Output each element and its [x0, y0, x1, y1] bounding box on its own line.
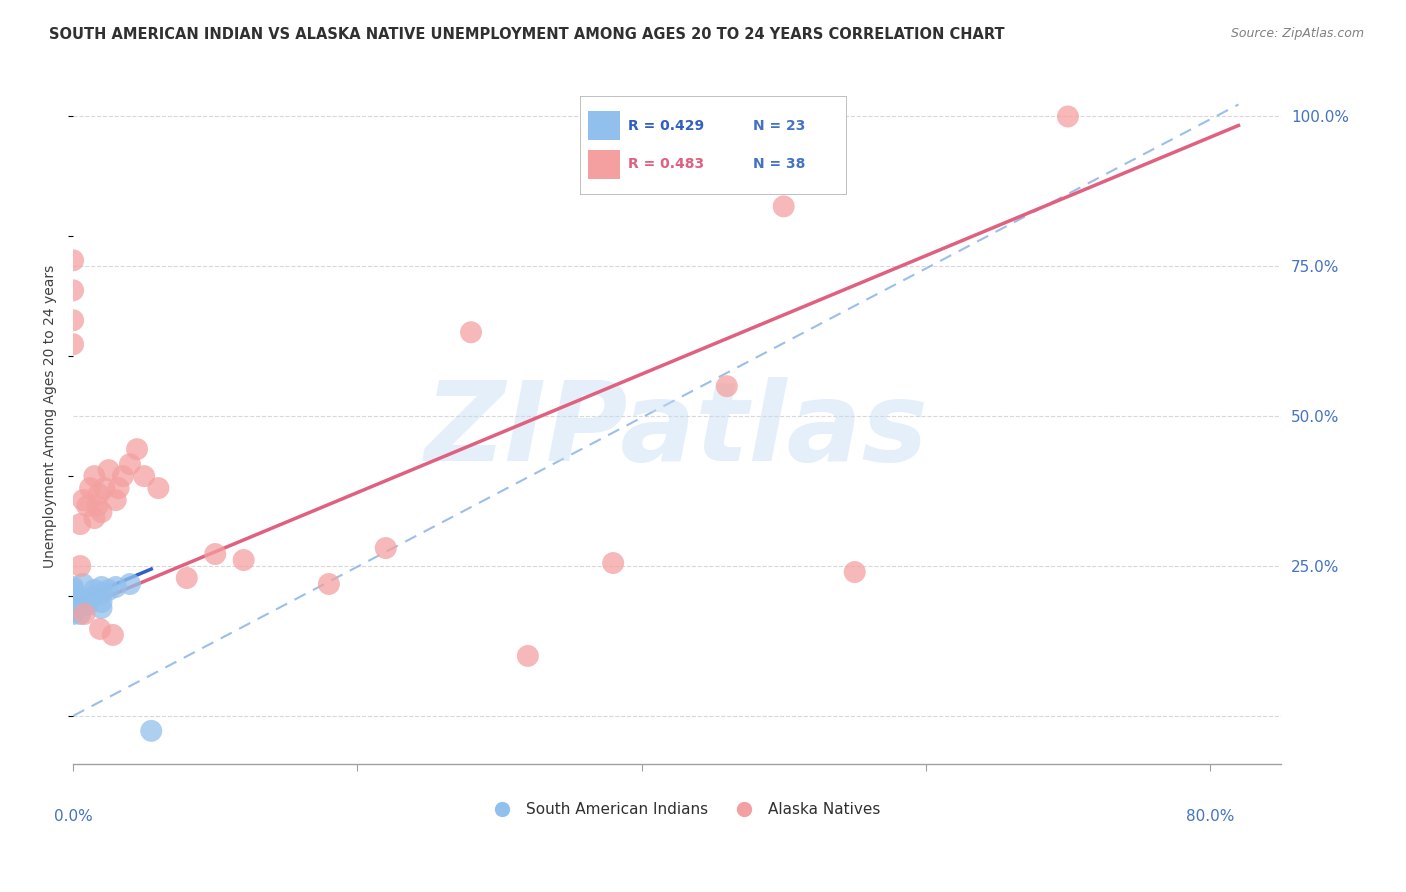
- Point: [460, 325, 482, 339]
- Text: 80.0%: 80.0%: [1185, 809, 1234, 824]
- Point: [176, 571, 198, 585]
- Point: [772, 199, 794, 213]
- Point: [76, 499, 98, 513]
- Point: [90, 586, 112, 600]
- Point: [107, 481, 129, 495]
- Point: [83, 469, 105, 483]
- Point: [851, 747, 873, 762]
- Point: [90, 580, 112, 594]
- Point: [86, 499, 108, 513]
- Point: [101, 628, 124, 642]
- Point: [62, 283, 84, 297]
- Point: [69, 517, 91, 532]
- Point: [73, 607, 96, 621]
- Point: [134, 469, 156, 483]
- Point: [62, 313, 84, 327]
- Point: [232, 553, 254, 567]
- Point: [602, 556, 624, 570]
- Point: [72, 577, 94, 591]
- Point: [89, 622, 111, 636]
- Point: [62, 604, 84, 618]
- Point: [318, 577, 340, 591]
- Point: [516, 648, 538, 663]
- Point: [90, 595, 112, 609]
- Point: [62, 592, 84, 607]
- Point: [141, 723, 163, 738]
- Point: [79, 481, 101, 495]
- Text: Alaska Natives: Alaska Natives: [768, 802, 880, 816]
- Point: [118, 457, 141, 471]
- Text: South American Indians: South American Indians: [526, 802, 709, 816]
- Point: [83, 511, 105, 525]
- Point: [716, 379, 738, 393]
- Point: [97, 463, 120, 477]
- Point: [76, 592, 98, 607]
- Point: [76, 598, 98, 612]
- Text: ZIPatlas: ZIPatlas: [425, 376, 929, 483]
- Text: SOUTH AMERICAN INDIAN VS ALASKA NATIVE UNEMPLOYMENT AMONG AGES 20 TO 24 YEARS CO: SOUTH AMERICAN INDIAN VS ALASKA NATIVE U…: [49, 27, 1005, 42]
- Point: [62, 582, 84, 597]
- Point: [69, 598, 91, 612]
- Point: [62, 253, 84, 268]
- Point: [72, 493, 94, 508]
- Point: [118, 577, 141, 591]
- Point: [844, 565, 866, 579]
- Point: [148, 481, 170, 495]
- Point: [62, 607, 84, 621]
- Point: [90, 601, 112, 615]
- Point: [374, 541, 396, 555]
- Point: [104, 493, 127, 508]
- Y-axis label: Unemployment Among Ages 20 to 24 years: Unemployment Among Ages 20 to 24 years: [44, 265, 58, 568]
- Point: [93, 481, 115, 495]
- Point: [62, 589, 84, 603]
- Text: 0.0%: 0.0%: [53, 809, 93, 824]
- Point: [62, 598, 84, 612]
- Point: [83, 582, 105, 597]
- Text: Source: ZipAtlas.com: Source: ZipAtlas.com: [1230, 27, 1364, 40]
- Point: [87, 487, 110, 501]
- Point: [90, 505, 112, 519]
- Point: [567, 747, 589, 762]
- Point: [62, 580, 84, 594]
- Point: [125, 442, 148, 457]
- Point: [97, 582, 120, 597]
- Point: [69, 607, 91, 621]
- Point: [204, 547, 226, 561]
- Point: [62, 337, 84, 351]
- Point: [62, 595, 84, 609]
- Point: [83, 589, 105, 603]
- Point: [111, 469, 134, 483]
- Point: [69, 559, 91, 574]
- Point: [104, 580, 127, 594]
- Point: [1057, 110, 1080, 124]
